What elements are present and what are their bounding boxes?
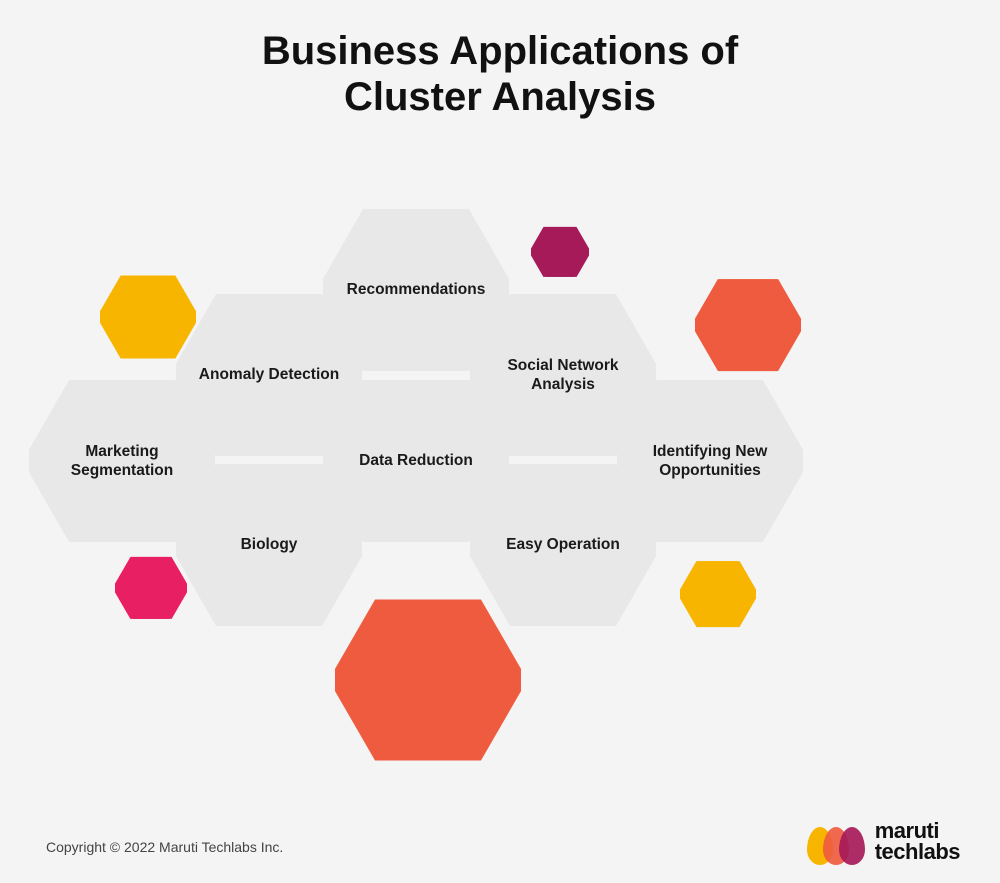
brand-text: maruti techlabs [875, 821, 960, 863]
hex-accent-orange-bottom [335, 599, 521, 760]
brand-logo: maruti techlabs [807, 819, 960, 865]
hex-identifying-new-opportunities: Identifying New Opportunities [617, 380, 803, 542]
hex-label-identifying-new-opportunities: Identifying New Opportunities [617, 442, 803, 481]
hex-label-biology: Biology [231, 535, 308, 554]
hex-accent-yellow-top-left [100, 275, 196, 358]
brand-mark-icon [807, 819, 865, 865]
hex-label-easy-operation: Easy Operation [496, 535, 630, 554]
hex-accent-orange-top-right [695, 279, 801, 371]
hex-label-data-reduction: Data Reduction [349, 451, 483, 470]
hex-accent-yellow-bottom-right [680, 561, 756, 627]
hex-canvas: Marketing SegmentationAnomaly DetectionB… [0, 0, 1000, 883]
brand-line-2: techlabs [875, 842, 960, 863]
hex-accent-magenta-top [531, 227, 589, 277]
copyright-text: Copyright © 2022 Maruti Techlabs Inc. [46, 839, 283, 855]
hex-accent-pink-bottom-left [115, 557, 187, 619]
